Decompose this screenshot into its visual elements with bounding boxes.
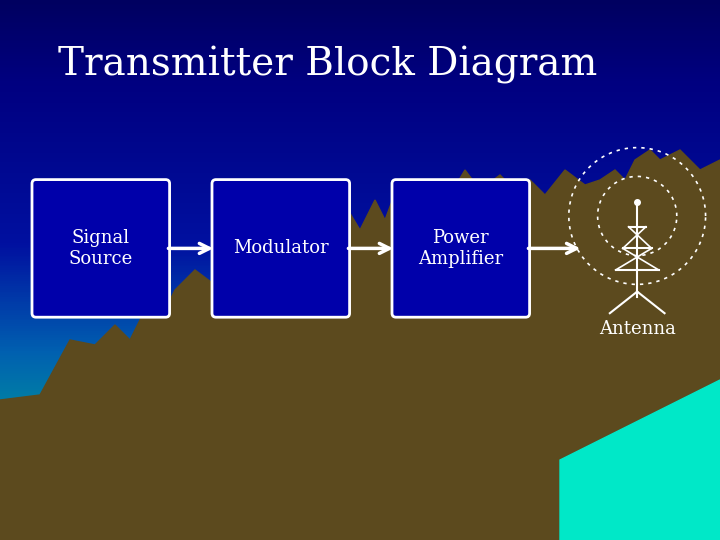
Text: Modulator: Modulator bbox=[233, 239, 328, 258]
Polygon shape bbox=[0, 150, 720, 540]
Polygon shape bbox=[560, 380, 720, 540]
Text: Transmitter Block Diagram: Transmitter Block Diagram bbox=[58, 46, 597, 84]
FancyBboxPatch shape bbox=[212, 180, 350, 317]
Text: Power
Amplifier: Power Amplifier bbox=[418, 229, 503, 268]
Text: Antenna: Antenna bbox=[599, 320, 675, 339]
FancyBboxPatch shape bbox=[392, 180, 530, 317]
FancyBboxPatch shape bbox=[32, 180, 170, 317]
Text: Signal
Source: Signal Source bbox=[68, 229, 133, 268]
